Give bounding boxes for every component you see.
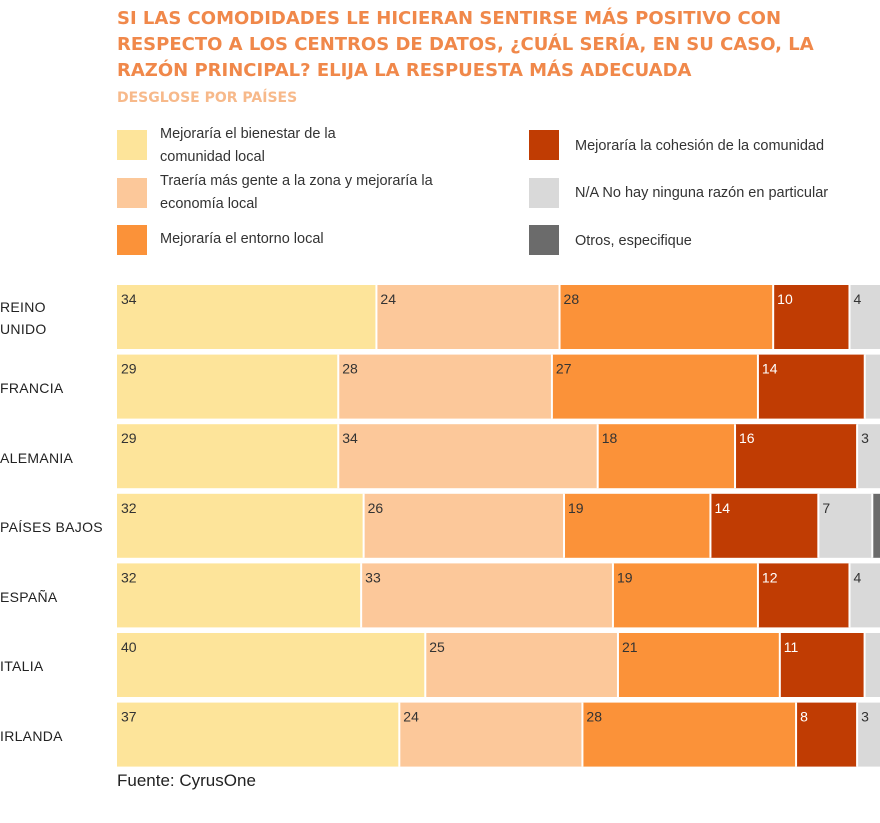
data-label-países-bajos-4: 14 bbox=[714, 500, 730, 516]
source-note: Fuente: CyrusOne bbox=[117, 771, 256, 790]
data-label-países-bajos-3: 19 bbox=[568, 500, 584, 516]
data-label-españa-4: 12 bbox=[762, 569, 778, 585]
data-label-españa-3: 19 bbox=[617, 569, 633, 585]
data-label-países-bajos-2: 26 bbox=[368, 500, 384, 516]
bar-segment-alemania-5 bbox=[857, 424, 880, 489]
data-label-españa-1: 32 bbox=[121, 569, 137, 585]
data-label-alemania-1: 29 bbox=[121, 430, 137, 446]
bar-segment-francia-5 bbox=[864, 354, 880, 419]
bar-segment-francia-3 bbox=[551, 354, 758, 419]
bar-segment-países-bajos-1 bbox=[117, 493, 364, 558]
data-label-españa-5: 4 bbox=[853, 569, 861, 585]
bar-segment-reino-unido-3 bbox=[559, 285, 774, 349]
bar-segment-irlanda-2 bbox=[399, 702, 583, 767]
data-label-reino-unido-5: 4 bbox=[853, 291, 861, 307]
data-label-irlanda-4: 8 bbox=[800, 709, 808, 725]
legend-label-otros: Otros, especifique bbox=[575, 233, 692, 249]
chart-title: SI LAS COMODIDADES LE HICIERAN SENTIRSE … bbox=[117, 8, 814, 81]
country-label-paises-bajos: PAÍSES BAJOS bbox=[0, 519, 103, 535]
legend-label-entorno: Mejoraría el entorno local bbox=[160, 231, 324, 247]
bar-segment-españa-3 bbox=[612, 563, 758, 628]
data-label-reino-unido-3: 28 bbox=[564, 291, 580, 307]
data-label-irlanda-1: 37 bbox=[121, 709, 137, 725]
data-label-francia-3: 27 bbox=[556, 361, 572, 377]
data-label-reino-unido-2: 24 bbox=[380, 291, 396, 307]
bar-segment-italia-2 bbox=[425, 633, 618, 697]
bar-segment-alemania-3 bbox=[597, 424, 736, 489]
country-label-irlanda: IRLANDA bbox=[0, 728, 63, 744]
bar-segment-países-bajos-3 bbox=[564, 493, 711, 558]
country-label-espana: ESPAÑA bbox=[0, 589, 58, 605]
legend-label-bienestar: Mejoraría el bienestar de la comunidad l… bbox=[160, 126, 336, 165]
data-label-alemania-3: 18 bbox=[602, 430, 618, 446]
bar-segment-alemania-4 bbox=[735, 424, 858, 489]
legend-swatch-na bbox=[529, 178, 559, 208]
bar-segment-francia-2 bbox=[338, 354, 552, 419]
data-label-reino-unido-1: 34 bbox=[121, 291, 137, 307]
data-label-alemania-5: 3 bbox=[861, 430, 869, 446]
legend-swatch-bienestar bbox=[117, 130, 147, 160]
bar-segment-irlanda-1 bbox=[117, 702, 400, 767]
bar-segment-países-bajos-2 bbox=[363, 493, 565, 558]
bar-segment-francia-1 bbox=[117, 354, 339, 419]
bar-segment-irlanda-4 bbox=[796, 702, 858, 767]
chart-subtitle: DESGLOSE POR PAÍSES bbox=[117, 90, 298, 106]
bar-segment-irlanda-5 bbox=[857, 702, 880, 767]
bar-segment-alemania-1 bbox=[117, 424, 339, 489]
data-label-irlanda-5: 3 bbox=[861, 709, 869, 725]
bar-segment-irlanda-3 bbox=[582, 702, 797, 767]
data-label-francia-2: 28 bbox=[342, 361, 358, 377]
bar-segment-italia-3 bbox=[617, 633, 780, 697]
bar-segment-reino-unido-1 bbox=[117, 285, 377, 349]
bar-segment-países-bajos-5 bbox=[818, 493, 873, 558]
bar-segment-países-bajos-6 bbox=[872, 493, 880, 558]
data-label-españa-2: 33 bbox=[365, 569, 381, 585]
data-label-reino-unido-4: 10 bbox=[777, 291, 793, 307]
data-label-francia-4: 14 bbox=[762, 361, 778, 377]
bar-segment-españa-2 bbox=[361, 563, 613, 628]
legend-swatch-cohesion bbox=[529, 130, 559, 160]
bar-segment-españa-4 bbox=[757, 563, 850, 628]
bar-segment-españa-1 bbox=[117, 563, 362, 628]
country-label-francia: FRANCIA bbox=[0, 380, 64, 396]
data-label-países-bajos-1: 32 bbox=[121, 500, 137, 516]
data-label-francia-1: 29 bbox=[121, 361, 137, 377]
bar-segment-países-bajos-4 bbox=[710, 493, 819, 558]
bar-segment-reino-unido-5 bbox=[849, 285, 880, 349]
bar-segment-reino-unido-2 bbox=[376, 285, 560, 349]
legend-swatch-otros bbox=[529, 225, 559, 255]
bar-segment-italia-5 bbox=[864, 633, 880, 697]
bar-segment-italia-4 bbox=[779, 633, 865, 697]
data-label-italia-4: 11 bbox=[784, 639, 799, 655]
country-label-alemania: ALEMANIA bbox=[0, 450, 74, 466]
legend-swatch-entorno bbox=[117, 225, 147, 255]
bar-segment-reino-unido-4 bbox=[773, 285, 850, 349]
data-label-irlanda-2: 24 bbox=[403, 709, 419, 725]
bar-segment-italia-1 bbox=[117, 633, 426, 697]
bar-segment-alemania-2 bbox=[338, 424, 598, 489]
legend-label-na: N/A No hay ninguna razón en particular bbox=[575, 185, 829, 201]
data-label-italia-3: 21 bbox=[622, 639, 638, 655]
data-label-alemania-4: 16 bbox=[739, 430, 755, 446]
legend-label-cohesion: Mejoraría la cohesión de la comunidad bbox=[575, 138, 825, 154]
data-label-alemania-2: 34 bbox=[342, 430, 358, 446]
data-label-italia-1: 40 bbox=[121, 639, 137, 655]
legend-label-economia: Traería más gente a la zona y mejoraría … bbox=[160, 173, 433, 212]
legend-swatch-economia bbox=[117, 178, 147, 208]
country-label-italia: ITALIA bbox=[0, 658, 44, 674]
data-label-irlanda-3: 28 bbox=[586, 709, 602, 725]
bar-segment-españa-5 bbox=[849, 563, 880, 628]
data-label-italia-2: 25 bbox=[429, 639, 445, 655]
country-label-reino-unido: REINO UNIDO bbox=[0, 299, 47, 337]
data-label-países-bajos-5: 7 bbox=[822, 500, 830, 516]
bar-segment-francia-4 bbox=[757, 354, 865, 419]
